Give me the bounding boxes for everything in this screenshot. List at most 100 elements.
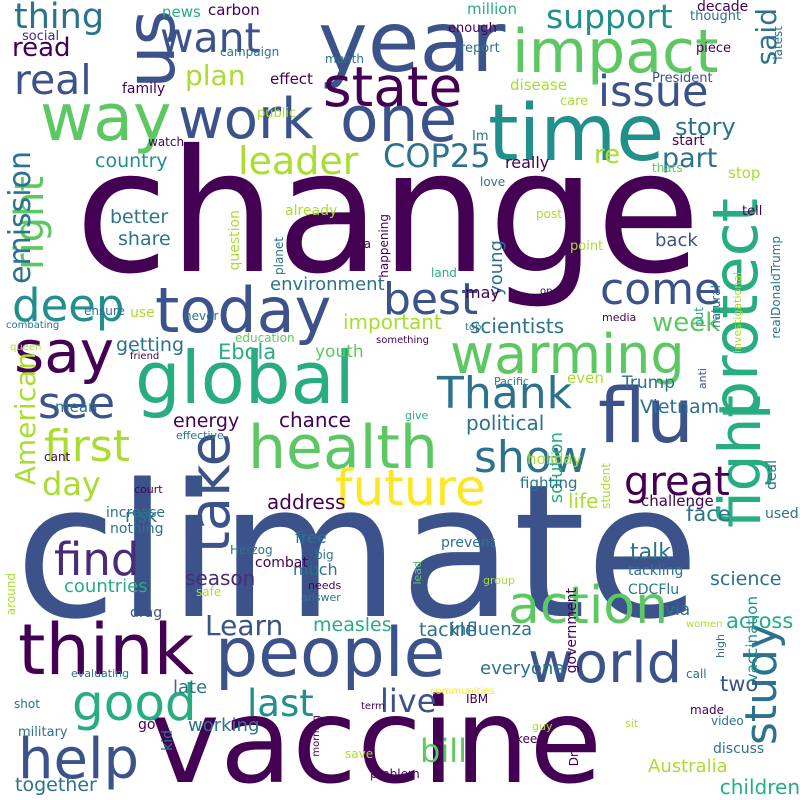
word-state: state: [323, 55, 463, 119]
word-energy: energy: [173, 410, 240, 432]
word-thing: thing: [14, 0, 105, 37]
word-government: government: [564, 588, 580, 674]
word-live: live: [380, 682, 437, 720]
word-season: season: [185, 566, 256, 590]
word-action: action: [508, 576, 669, 636]
word-herzog: Herzog: [230, 543, 273, 557]
word-show: show: [474, 432, 588, 483]
word-late: late: [173, 677, 208, 698]
word-environment: environment: [270, 274, 385, 295]
word-plan: plan: [185, 59, 246, 92]
word-put: put: [692, 307, 706, 327]
word-combat: combat: [255, 555, 308, 571]
word-morning: morning: [311, 715, 322, 757]
word-scientists: scientists: [470, 314, 565, 338]
word-deal: deal: [764, 460, 780, 490]
word-made: made: [690, 703, 725, 717]
word-use: use: [130, 305, 155, 321]
word-drag: drag: [130, 605, 163, 621]
word-vaccine: vaccine: [150, 672, 603, 800]
word-address: address: [267, 490, 346, 514]
word-video: video: [711, 714, 744, 728]
word-used: used: [765, 506, 799, 522]
word-talk: talk: [630, 540, 671, 565]
word-call: call: [686, 667, 707, 681]
word-first: first: [44, 421, 130, 472]
word-future: future: [335, 459, 486, 517]
word-lead: lead: [411, 561, 424, 585]
word-decade: decade: [697, 0, 749, 15]
word-never: never: [184, 309, 219, 323]
word-top: top: [465, 322, 482, 333]
word-working: working: [188, 715, 260, 736]
word-good: good: [72, 674, 197, 732]
word-problem: problem: [370, 767, 420, 781]
word-read: read: [12, 33, 71, 63]
word-stop: stop: [728, 164, 761, 182]
word-two: two: [720, 672, 759, 696]
word-open: open: [540, 286, 565, 297]
word-cant: cant: [44, 450, 71, 464]
word-cdcflu: CDCFlu: [628, 582, 680, 598]
word-emission: emission: [3, 151, 38, 284]
word-last: last: [247, 682, 314, 725]
word-better: better: [110, 206, 169, 228]
word-im: Im: [472, 129, 489, 144]
word-friend: friend: [130, 351, 160, 362]
word-president: President: [652, 71, 713, 86]
word-month: month: [325, 52, 364, 66]
word-real: real: [14, 56, 92, 104]
word-enough: enough: [448, 21, 497, 36]
word-year: year: [318, 0, 506, 91]
word-nothing: nothing: [110, 521, 164, 537]
word-planet: planet: [272, 237, 286, 275]
word-court: court: [134, 483, 163, 496]
word-day: day: [42, 465, 101, 503]
word-learn: Learn: [205, 609, 284, 642]
word-increase: increase: [106, 505, 166, 521]
word-chance: chance: [279, 408, 351, 432]
word-military: military: [18, 725, 68, 740]
word-impact: impact: [512, 17, 719, 87]
word-media: media: [602, 311, 637, 324]
word-work: work: [178, 87, 314, 152]
word-start: start: [672, 133, 705, 149]
word-women: women: [686, 619, 723, 630]
word-week: week: [652, 308, 721, 338]
word-help: help: [18, 727, 140, 792]
word-see: see: [38, 378, 116, 429]
word-flu: flu: [598, 371, 695, 460]
word-guy: guy: [532, 720, 553, 733]
word-cop25: COP25: [383, 137, 491, 175]
word-today: today: [155, 274, 332, 347]
word-one: one: [340, 83, 458, 156]
word-disease: disease: [510, 76, 567, 94]
word-effect: effect: [270, 70, 313, 88]
word-really: really: [505, 153, 550, 172]
word-report: report: [460, 41, 500, 56]
word-measles: measles: [313, 614, 392, 636]
word-queen: queen: [10, 342, 42, 353]
word-vietnam: Vietnam: [640, 396, 720, 418]
word-thought: thought: [690, 9, 742, 24]
word-re: re: [594, 140, 621, 170]
word-pacific: Pacific: [494, 375, 529, 388]
word-influenza: influenza: [450, 619, 533, 640]
word-time: time: [488, 89, 665, 179]
word-change: change: [75, 114, 701, 312]
word-already: already: [285, 203, 338, 219]
word-deep: deep: [12, 279, 125, 332]
word-point: point: [570, 239, 604, 254]
word-great: great: [624, 459, 730, 505]
word-mean: mean: [55, 398, 98, 416]
word-face: face: [686, 502, 731, 526]
word-happening: happening: [377, 214, 391, 278]
word-ebola: Ebola: [218, 340, 277, 364]
word-even: even: [567, 369, 604, 387]
word-ga: ga: [356, 237, 371, 251]
word-support: support: [546, 0, 673, 36]
word-communities: communities: [430, 686, 495, 697]
word-realdonaldtrump: realDonaldTrump: [769, 236, 783, 339]
word-question: question: [227, 210, 243, 271]
word-across: across: [726, 609, 794, 633]
